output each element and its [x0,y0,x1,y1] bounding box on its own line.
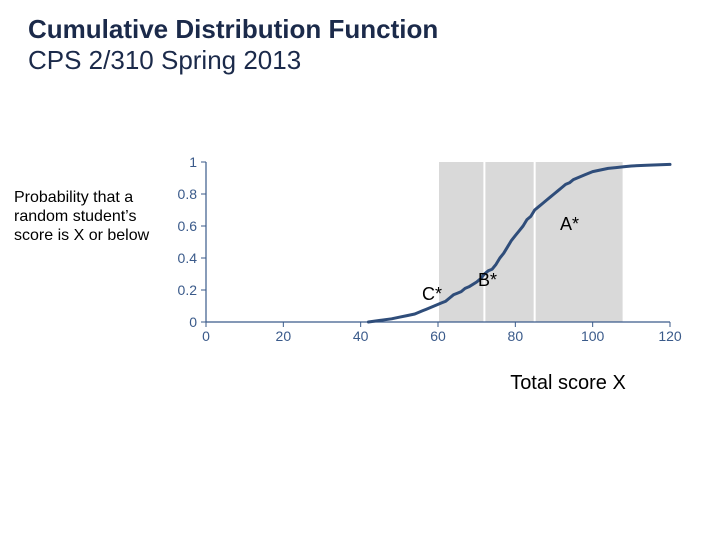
cdf-chart-svg: 0 20 40 60 80 100 120 0 0.2 0.4 0.6 0.8 1 [162,150,682,350]
svg-text:100: 100 [581,328,605,344]
page-title: Cumulative Distribution Function [28,14,688,45]
y-axis-description: Probability that a random student’s scor… [14,188,154,246]
svg-text:0: 0 [189,314,197,330]
svg-text:120: 120 [658,328,682,344]
svg-text:80: 80 [508,328,524,344]
svg-text:0.2: 0.2 [178,282,198,298]
svg-text:0.6: 0.6 [178,218,198,234]
svg-text:20: 20 [276,328,292,344]
grade-label-c-star: C* [422,284,442,305]
svg-text:1: 1 [189,154,197,170]
svg-text:40: 40 [353,328,369,344]
cdf-chart: 0 20 40 60 80 100 120 0 0.2 0.4 0.6 0.8 1 [162,150,682,350]
grade-label-a-star: A* [560,214,579,235]
x-axis-label: Total score X [468,372,668,395]
title-block: Cumulative Distribution Function CPS 2/3… [28,14,688,76]
svg-text:0.8: 0.8 [178,186,198,202]
slide: { "title": { "main": "Cumulative Distrib… [0,0,720,540]
page-subtitle: CPS 2/310 Spring 2013 [28,45,688,76]
svg-text:0.4: 0.4 [178,250,198,266]
svg-text:60: 60 [430,328,446,344]
grade-label-b-star: B* [478,270,497,291]
svg-text:0: 0 [202,328,210,344]
